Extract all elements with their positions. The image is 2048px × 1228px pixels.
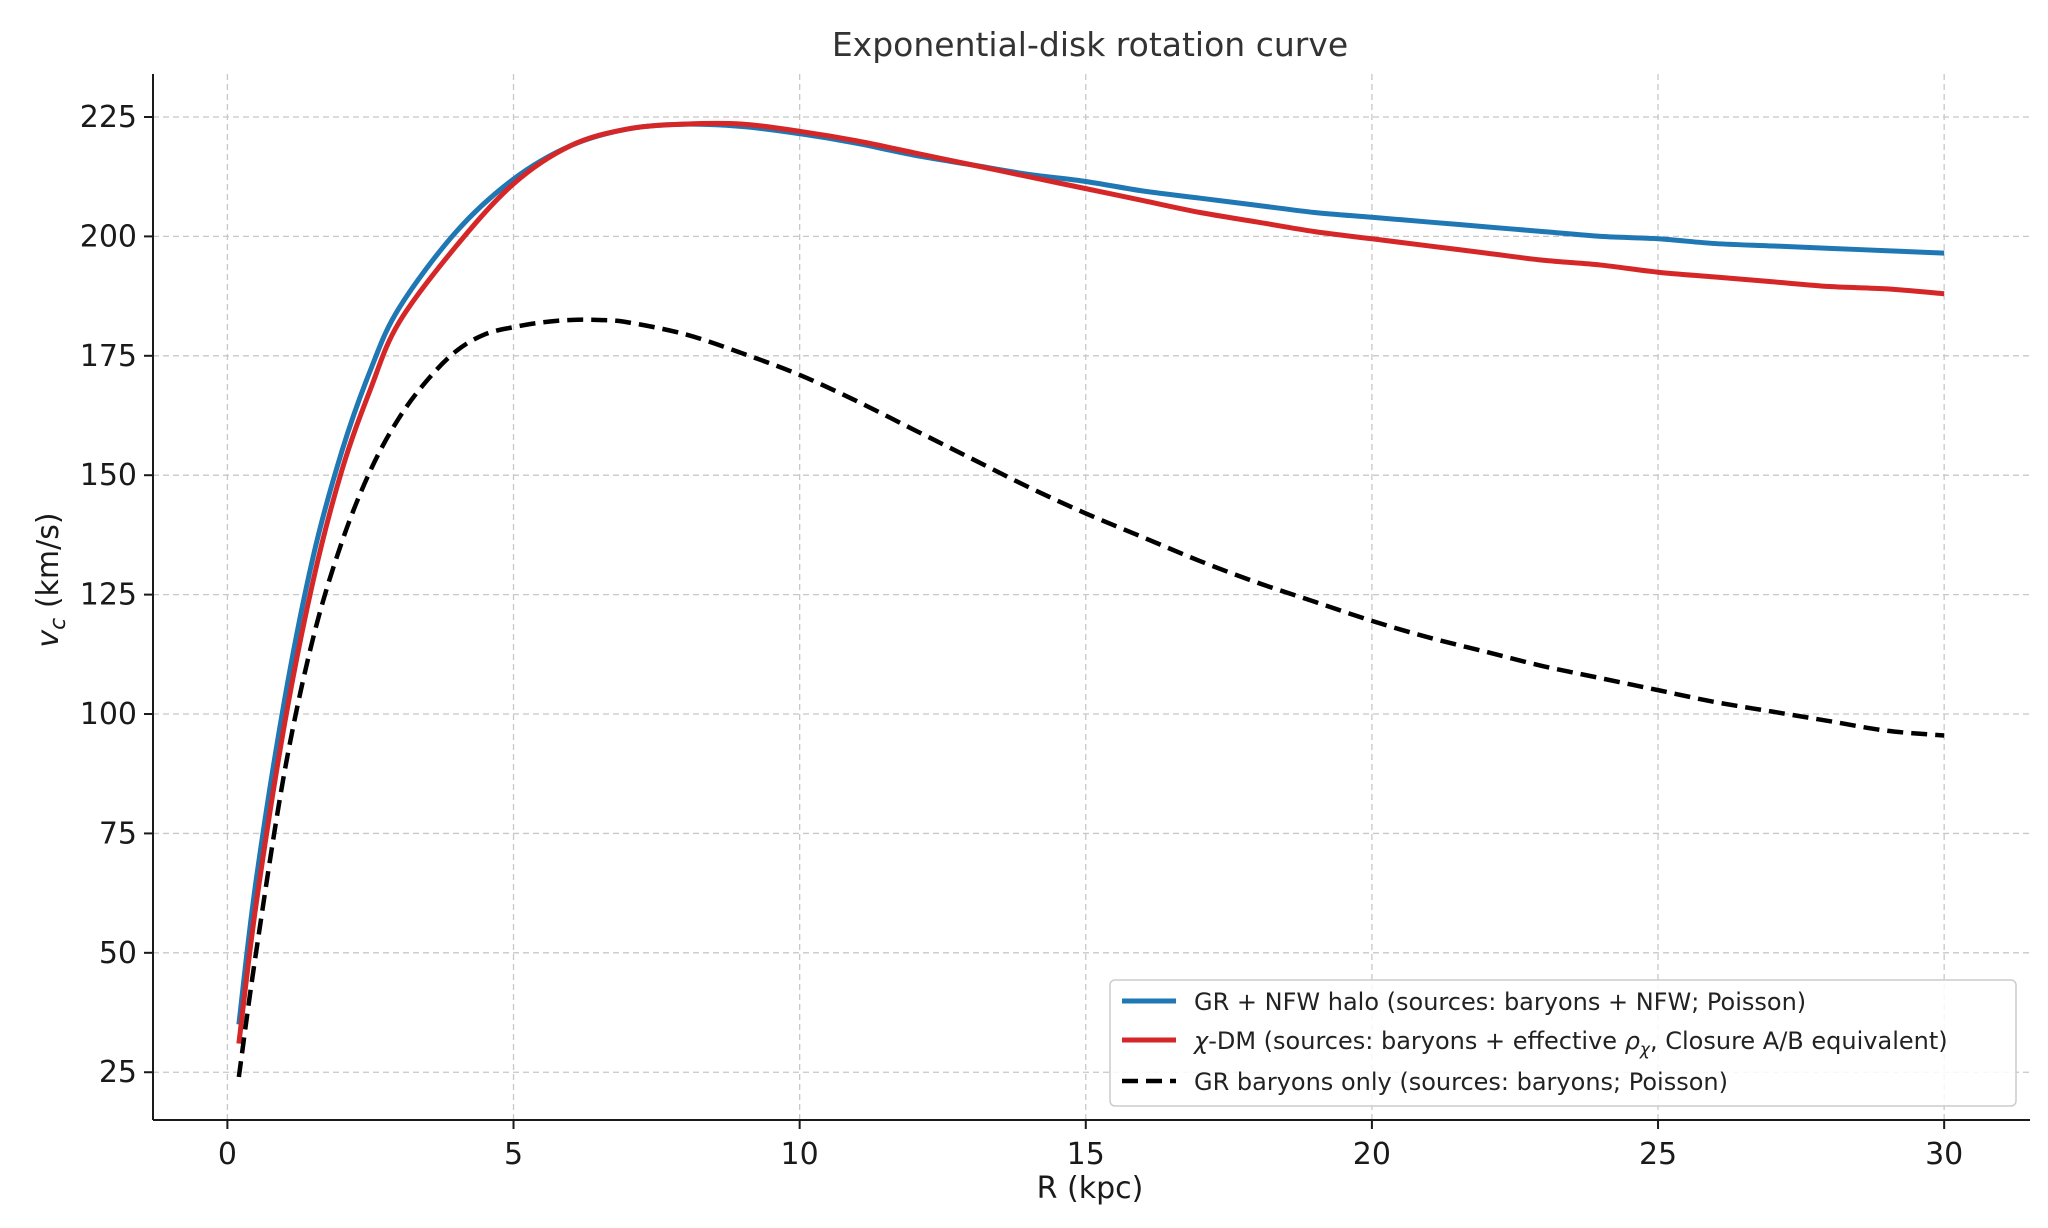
x-tick-label-30: 30: [1925, 1137, 1963, 1172]
tick-marks: 0 5 10 15 20 25 30 25 50 75 100 125 150 175 200 225: [80, 100, 1964, 1172]
y-tick-label-175: 175: [80, 339, 137, 374]
legend-label-chi-dm: χ-DM (sources: baryons + effective ρχ, C…: [1192, 1027, 1948, 1060]
y-axis-label-subscript: c: [46, 618, 71, 630]
legend-rho-subscript: χ: [1639, 1040, 1651, 1060]
x-tick-label-0: 0: [218, 1137, 237, 1172]
chart-title: Exponential-disk rotation curve: [832, 25, 1348, 64]
x-axis-label: R (kpc): [1037, 1171, 1144, 1206]
y-tick-label-150: 150: [80, 458, 137, 493]
y-tick-label-125: 125: [80, 578, 137, 613]
legend-chi-tail: , Closure A/B equivalent): [1650, 1027, 1948, 1055]
y-tick-label-25: 25: [99, 1055, 137, 1090]
legend-label-gr-baryons: GR baryons only (sources: baryons; Poiss…: [1194, 1068, 1728, 1096]
x-tick-label-5: 5: [504, 1137, 523, 1172]
x-tick-label-25: 25: [1639, 1137, 1677, 1172]
axes: [152, 74, 2030, 1121]
y-tick-label-100: 100: [80, 697, 137, 732]
y-axis-label-unit: (km/s): [31, 512, 66, 617]
y-tick-label-225: 225: [80, 100, 137, 135]
series-line-gr-nfw: [236, 121, 1945, 1025]
series-line-chi-dm: [236, 120, 1945, 1044]
y-tick-label-75: 75: [99, 816, 137, 851]
series-layer: [236, 120, 1945, 1078]
grid-lines: [153, 74, 2030, 1120]
y-tick-label-50: 50: [99, 936, 137, 971]
y-axis-label: vc (km/s): [31, 512, 71, 647]
legend-chi-symbol: χ: [1192, 1027, 1209, 1055]
x-tick-label-10: 10: [781, 1137, 819, 1172]
y-axis-label-symbol: v: [31, 629, 66, 648]
y-tick-label-200: 200: [80, 219, 137, 254]
legend-chi-text: -DM (sources: baryons + effective: [1208, 1027, 1624, 1055]
legend-frame: [1109, 979, 2017, 1107]
x-tick-label-20: 20: [1353, 1137, 1391, 1172]
x-tick-label-15: 15: [1067, 1137, 1105, 1172]
legend-rho-symbol: ρ: [1625, 1027, 1640, 1055]
legend: GR + NFW halo (sources: baryons + NFW; P…: [1109, 979, 2017, 1107]
legend-label-gr-nfw: GR + NFW halo (sources: baryons + NFW; P…: [1194, 988, 1806, 1016]
series-line-gr-baryons: [236, 317, 1945, 1078]
